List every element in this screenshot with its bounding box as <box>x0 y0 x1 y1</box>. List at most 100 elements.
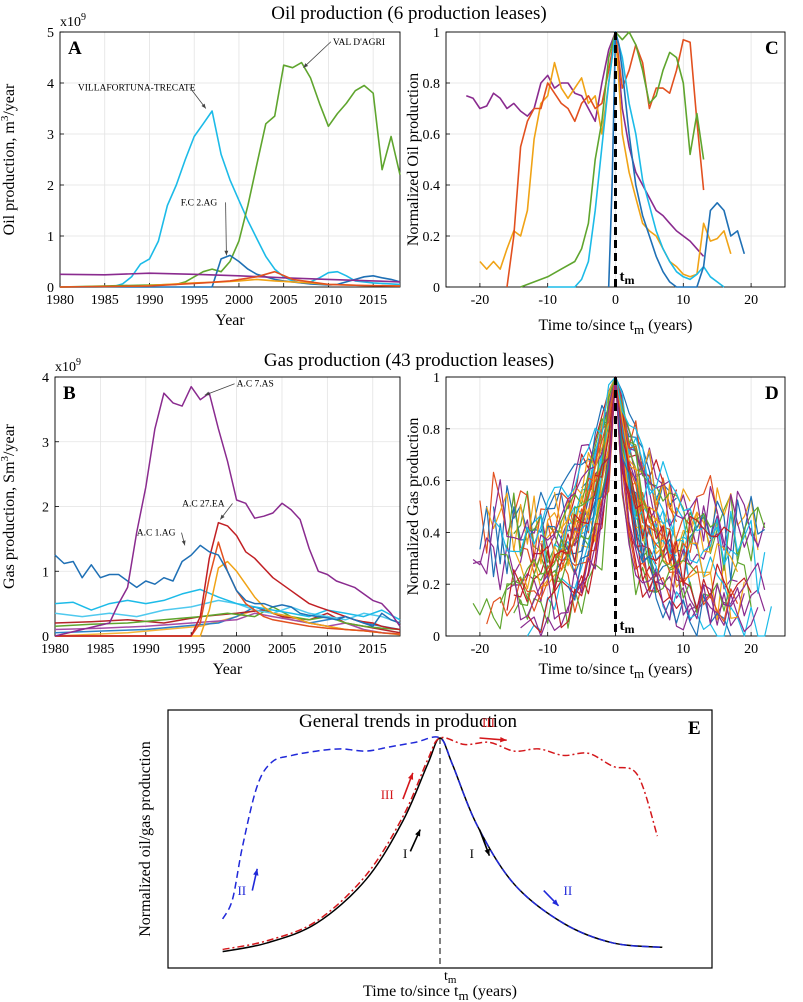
y-tick-label: 0 <box>433 281 440 296</box>
annotation-label: A.C 27.EA <box>182 500 225 510</box>
tm-label: tm <box>620 269 635 287</box>
y-tick-label: 0.4 <box>423 526 441 541</box>
y-tick-label: 0.6 <box>423 475 441 490</box>
annotation-arrowhead <box>303 63 309 68</box>
series-line <box>54 544 401 628</box>
series-line <box>60 110 401 288</box>
series-line <box>54 612 401 635</box>
y-tick-label: 1 <box>433 26 440 41</box>
panel-letter-A: A <box>68 38 82 59</box>
x-axis-label-suffix: (years) <box>644 317 692 334</box>
x-axis-label-sub: m <box>634 666 644 681</box>
x-axis-label: Year <box>215 312 245 329</box>
x-tick-label: 2005 <box>270 293 298 308</box>
y-tick-label: 0 <box>433 630 440 645</box>
x-tick-label: 2015 <box>359 293 387 308</box>
y-axis-label-suffix: /year <box>1 83 18 116</box>
y-axis-label-sup: 3 <box>0 455 11 461</box>
series-line <box>540 376 732 587</box>
trend-arrowhead <box>253 868 259 876</box>
series-line <box>513 376 752 610</box>
trend-label: III <box>381 787 394 802</box>
y-axis-label-sup: 3 <box>0 115 11 121</box>
x-tick-label: 10 <box>676 293 690 308</box>
x-tick-label: 10 <box>676 642 690 657</box>
tm-label-t: t <box>444 969 448 984</box>
series-line <box>493 376 766 594</box>
y-tick-label: 4 <box>47 77 54 92</box>
trend-label: I <box>470 846 474 861</box>
y-axis-label: Normalized Oil production <box>405 73 422 246</box>
series-line <box>540 376 766 584</box>
x-tick-label: -20 <box>471 293 490 308</box>
y-tick-label: 1 <box>42 565 49 580</box>
x-tick-label: -20 <box>471 642 490 657</box>
panel-letter-C: C <box>765 38 779 59</box>
annotation-label: VILLAFORTUNA-TRECATE <box>78 84 196 94</box>
annotation-label: A.C 1.AG <box>137 529 176 539</box>
y-tick-label: 1 <box>47 230 54 245</box>
trend-line <box>221 736 663 949</box>
series-line <box>533 376 738 582</box>
annotation-label: VAL D'AGRI <box>333 38 385 48</box>
series-line <box>513 376 739 590</box>
panel-letter-D: D <box>765 383 779 404</box>
y-axis-label: Normalized oil/gas production <box>137 741 154 937</box>
y-axis-label-suffix: /year <box>1 423 18 456</box>
annotation-arrowhead <box>181 540 186 546</box>
x-axis-label-suffix: (years) <box>644 661 692 678</box>
y-axis-label: Gas production, Sm3/year <box>0 423 18 589</box>
trend-arrowhead <box>408 772 414 780</box>
trend-arrowhead <box>552 899 559 906</box>
annotation-arrowhead <box>220 514 225 520</box>
y-axis-label: Normalized Gas production <box>405 418 422 596</box>
trend-arrowhead <box>415 829 421 837</box>
plot-area <box>60 32 400 287</box>
axes-frame <box>167 709 713 969</box>
y-tick-label: 0.2 <box>423 578 441 593</box>
x-axis-label-text: Time to/since t <box>539 661 635 678</box>
x-axis-label: Time to/since tm (years) <box>539 317 693 337</box>
x-axis-label: Year <box>213 661 243 678</box>
x-axis-label-text: Time to/since t <box>363 983 459 1000</box>
panel-letter-B: B <box>63 383 76 404</box>
y-axis-label-text: Gas production, Sm <box>1 461 18 589</box>
chart-panels: 1980 1985 1990 1995 2000 2005 2010 2015012345VA… <box>0 12 786 1002</box>
series-line <box>59 272 401 283</box>
series-line <box>547 31 725 288</box>
series-line <box>466 31 705 257</box>
x-tick-label: 2010 <box>313 642 341 657</box>
series-line <box>520 31 705 288</box>
tm-label-m: m <box>625 622 635 636</box>
panel-A: 1980 1985 1990 1995 2000 2005 2010 2015 0 1 2 3 4 5 VA… <box>0 12 401 329</box>
trend-label: II <box>564 883 573 898</box>
axis-exponent-power: 9 <box>81 12 86 23</box>
trend-line <box>222 737 663 953</box>
series-line <box>54 385 401 637</box>
x-axis-label-sub: m <box>634 322 644 337</box>
y-tick-label: 3 <box>42 436 49 451</box>
trend-label: III <box>482 715 495 730</box>
x-tick-label: 0 <box>612 293 619 308</box>
x-axis-label: Time to/since tm (years) <box>363 983 517 1002</box>
y-tick-label: 3 <box>47 128 54 143</box>
annotation-arrow <box>225 202 227 256</box>
annotation-arrow <box>204 383 235 396</box>
annotation-arrowhead <box>201 103 206 109</box>
x-tick-label: 1995 <box>180 293 208 308</box>
y-tick-label: 4 <box>42 371 49 386</box>
axes-frame <box>59 31 401 288</box>
panel-B: 1980 1985 1990 1995 2000 2005 2010 2015 0 1 2 3 4 A.C… <box>0 357 401 678</box>
trend-arrowhead <box>500 736 507 743</box>
y-tick-label: 0.4 <box>423 179 441 194</box>
series-line <box>59 61 401 288</box>
series-line <box>486 376 691 565</box>
annotation-arrowhead <box>204 391 210 396</box>
axis-exponent-base: x10 <box>55 360 76 375</box>
annotation-arrowhead <box>224 250 229 256</box>
tm-label-t: t <box>620 269 625 285</box>
trend-arrowhead <box>484 848 490 856</box>
